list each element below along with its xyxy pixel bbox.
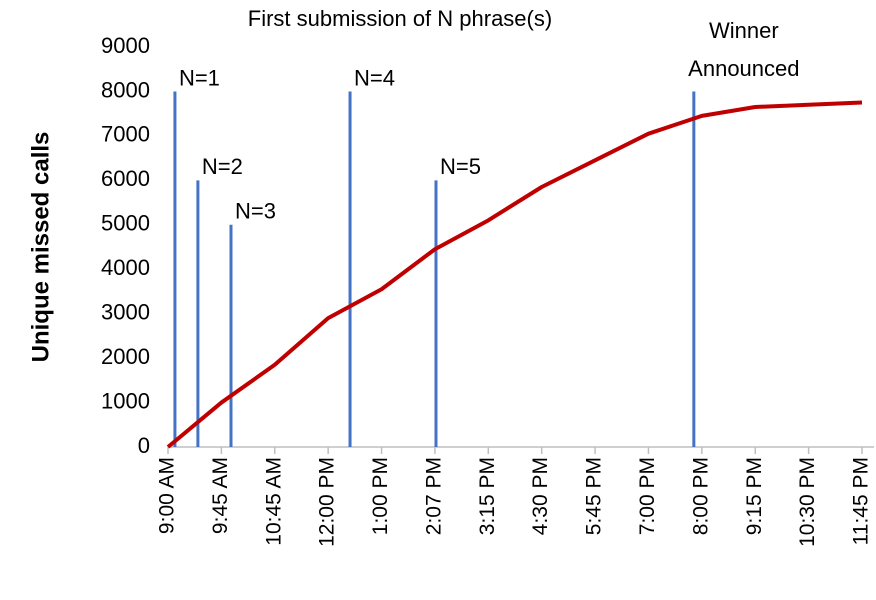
x-tick-label: 9:15 PM [743, 457, 766, 535]
event-label: N=1 [179, 65, 220, 90]
y-tick-label: 4000 [101, 255, 150, 280]
y-tick-label: 8000 [101, 77, 150, 102]
data-line [166, 100, 863, 449]
x-tick-label: 5:45 PM [583, 457, 606, 535]
x-tick-label: 10:30 PM [796, 457, 819, 547]
x-tick-label: 8:00 PM [689, 457, 712, 535]
y-tick-label: 9000 [101, 33, 150, 58]
y-tick-label: 6000 [101, 166, 150, 191]
event-label: Winner [709, 18, 779, 43]
y-tick-label: 1000 [101, 388, 150, 413]
x-tick-label: 9:45 AM [209, 457, 232, 534]
x-tick-label: 4:30 PM [529, 457, 552, 535]
event-label: Announced [688, 56, 799, 81]
y-tick-label: 3000 [101, 299, 150, 324]
y-tick-label: 7000 [101, 122, 150, 147]
x-tick-label: 3:15 PM [476, 457, 499, 535]
x-tick-label: 12:00 PM [316, 457, 339, 547]
chart-title: First submission of N phrase(s) [248, 6, 552, 31]
event-label: N=4 [354, 65, 395, 90]
y-tick-label: 0 [138, 433, 150, 458]
x-tick-label: 9:00 AM [156, 457, 179, 534]
y-tick-label: 2000 [101, 344, 150, 369]
event-label: N=5 [440, 154, 481, 179]
event-label: N=3 [235, 199, 276, 224]
y-axis-label: Unique missed calls [27, 132, 54, 363]
x-tick-label: 1:00 PM [369, 457, 392, 535]
x-tick-label: 7:00 PM [636, 457, 659, 535]
y-tick-label: 5000 [101, 211, 150, 236]
x-tick-label: 11:45 PM [850, 457, 873, 545]
x-tick-label: 2:07 PM [422, 457, 445, 535]
event-label: N=2 [202, 154, 243, 179]
x-tick-label: 10:45 AM [262, 457, 285, 546]
